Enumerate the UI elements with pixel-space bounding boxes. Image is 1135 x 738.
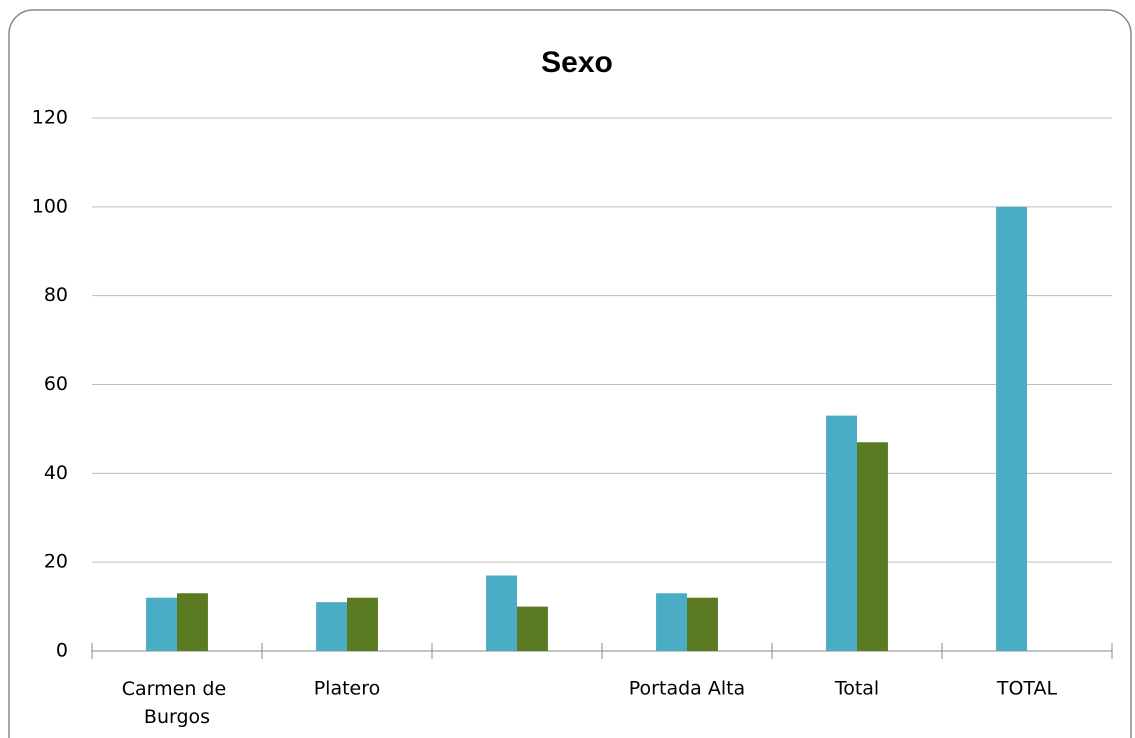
x-tick-label: Portada Alta	[629, 678, 745, 700]
y-tick-label: 20	[44, 551, 68, 573]
y-tick-label: 120	[32, 107, 68, 129]
bar	[857, 442, 888, 651]
x-tick-label: Platero	[314, 678, 381, 700]
y-tick-label: 100	[32, 195, 68, 217]
x-tick-label: Total	[834, 678, 879, 700]
bar	[656, 593, 687, 651]
y-tick-label: 80	[44, 284, 68, 306]
y-tick-label: 60	[44, 373, 68, 395]
bar	[996, 206, 1027, 652]
bar	[146, 597, 177, 651]
chart-title: Sexo	[541, 46, 613, 79]
x-tick-label: TOTAL	[996, 678, 1058, 700]
bar	[486, 575, 517, 651]
y-tick-label: 40	[44, 462, 68, 484]
bar	[826, 415, 857, 651]
bar	[347, 597, 378, 651]
bar	[316, 602, 347, 651]
y-tick-label: 0	[56, 640, 68, 662]
x-tick-label: Carmen de Burgos	[122, 678, 232, 728]
bar	[517, 606, 548, 651]
bar	[687, 597, 718, 651]
bar	[177, 593, 208, 651]
